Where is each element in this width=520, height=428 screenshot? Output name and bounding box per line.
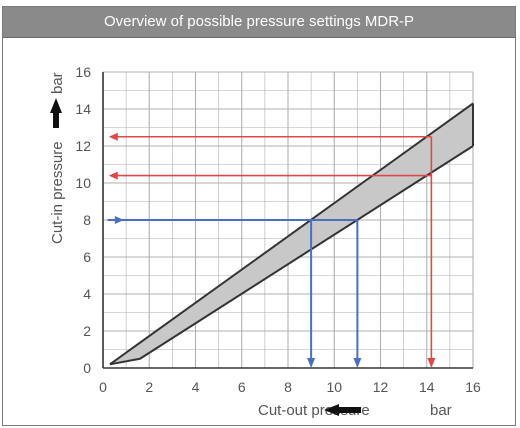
x-axis-label: Cut-out pressure <box>258 402 370 419</box>
axes <box>102 72 473 369</box>
band-lower-edge <box>109 145 474 366</box>
y-axis-arrow-icon <box>50 98 62 128</box>
x-tick-label: 6 <box>238 379 246 395</box>
y-tick-label: 6 <box>83 249 91 265</box>
x-tick-label: 10 <box>326 379 342 395</box>
x-tick-label: 16 <box>465 379 481 395</box>
red-arrow-icon <box>108 132 118 141</box>
y-tick-label: 2 <box>83 323 91 339</box>
band-upper-edge <box>109 102 474 366</box>
x-axis-unit: bar <box>430 402 452 419</box>
axis-labels: Cut-out pressure bar Cut-in pressure bar <box>49 72 452 419</box>
blue-arrow-icon <box>307 358 316 368</box>
x-tick-label: 8 <box>284 379 292 395</box>
x-tick-label: 4 <box>192 379 200 395</box>
y-axis-unit: bar <box>49 72 66 94</box>
y-tick-label: 8 <box>83 212 91 228</box>
y-tick-label: 16 <box>75 64 91 80</box>
chart-title: Overview of possible pressure settings M… <box>3 7 515 38</box>
red-arrow-icon <box>427 358 436 368</box>
x-tick-label: 0 <box>99 379 107 395</box>
y-tick-label: 10 <box>75 175 91 191</box>
x-tick-label: 2 <box>145 379 153 395</box>
pressure-band <box>109 102 474 366</box>
tick-labels: 0 2 4 6 8 10 12 14 16 0 2 4 6 8 10 12 14 16 <box>75 64 481 395</box>
blue-arrow-icon <box>353 358 362 368</box>
reference-lines <box>107 132 436 368</box>
chart-panel: Overview of possible pressure settings M… <box>2 6 516 426</box>
x-tick-label: 12 <box>373 379 389 395</box>
y-tick-label: 12 <box>75 138 91 154</box>
red-arrow-icon <box>108 171 118 180</box>
x-tick-label: 14 <box>419 379 435 395</box>
y-tick-label: 4 <box>83 286 91 302</box>
y-tick-label: 0 <box>83 360 91 376</box>
y-tick-label: 14 <box>75 101 91 117</box>
blue-arrow-icon <box>114 216 124 224</box>
y-axis-label: Cut-in pressure <box>49 141 66 244</box>
x-axis-arrow-icon <box>324 404 361 416</box>
